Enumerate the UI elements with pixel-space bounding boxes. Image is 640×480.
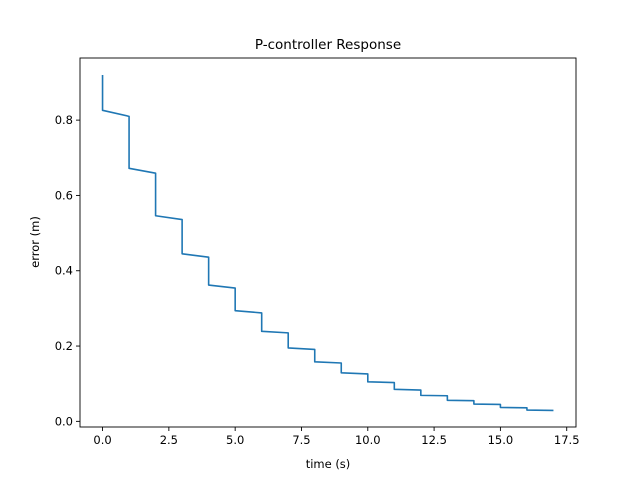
y-axis: 0.0 0.2 0.4 0.6 0.8 bbox=[55, 113, 80, 428]
y-tick-label: 0.2 bbox=[55, 339, 73, 353]
x-axis: 0.0 2.5 5.0 7.5 10.0 12.5 15.0 17.5 bbox=[93, 427, 580, 447]
x-tick-label: 10.0 bbox=[355, 433, 381, 447]
plot-area bbox=[101, 74, 554, 412]
x-tick-label: 12.5 bbox=[421, 433, 447, 447]
series-line bbox=[101, 74, 554, 412]
x-tick-label: 2.5 bbox=[160, 433, 178, 447]
x-axis-label: time (s) bbox=[306, 457, 351, 471]
y-tick-label: 0.6 bbox=[55, 188, 73, 202]
x-tick-label: 7.5 bbox=[292, 433, 310, 447]
x-tick-label: 5.0 bbox=[226, 433, 244, 447]
axes-frame bbox=[79, 57, 577, 428]
x-tick-label: 0.0 bbox=[93, 433, 111, 447]
x-tick-label: 15.0 bbox=[488, 433, 514, 447]
y-tick-label: 0.4 bbox=[55, 264, 73, 278]
y-axis-label: error (m) bbox=[28, 216, 42, 268]
chart-title: P-controller Response bbox=[255, 37, 401, 53]
y-tick-label: 0.8 bbox=[55, 113, 73, 127]
x-tick-label: 17.5 bbox=[554, 433, 580, 447]
y-tick-label: 0.0 bbox=[55, 414, 73, 428]
